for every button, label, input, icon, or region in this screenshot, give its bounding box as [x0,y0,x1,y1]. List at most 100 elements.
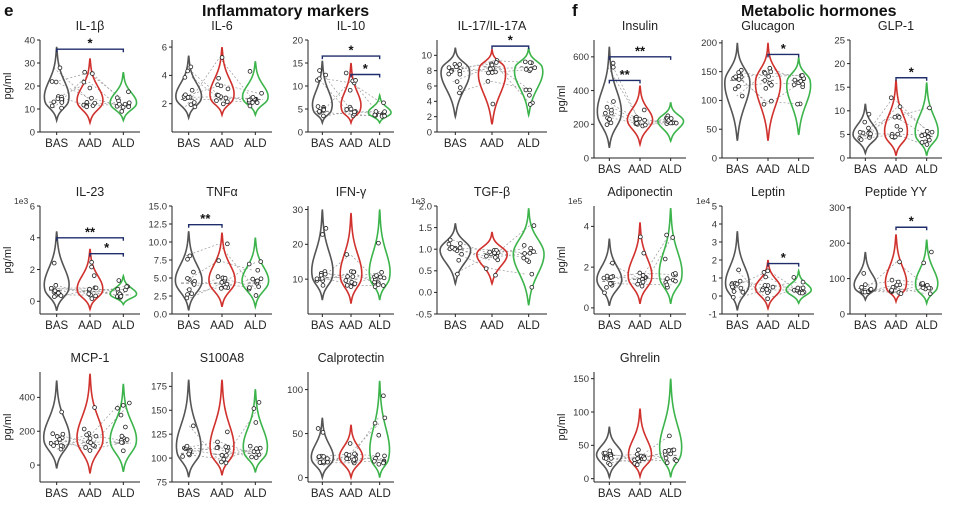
data-point [345,274,350,279]
data-point [51,260,57,266]
data-point [457,90,462,96]
x-tick-label-aad: AAD [884,320,908,332]
panel-title-adiponectin: Adiponectin [607,185,672,199]
violin-bas [310,417,335,481]
data-point [59,100,65,105]
data-point [315,104,321,109]
data-point [601,275,607,281]
violin-bas [595,426,623,480]
data-point [523,67,529,72]
violin-aad [626,85,654,148]
significance-bracket [55,237,125,241]
violin-bas [724,231,750,311]
data-point [603,456,609,461]
paired-line [56,284,124,295]
data-point [224,453,229,458]
data-point [376,432,382,438]
y-tick-label: 10 [24,104,35,115]
violin-ald [658,207,683,304]
x-tick-label-ald: ALD [659,164,681,176]
data-point [858,137,864,142]
violin-bas [439,223,472,287]
data-point [868,286,874,292]
data-point [189,291,194,296]
data-point [216,258,222,263]
data-point [791,275,797,280]
panel-glp-1: GLP-1 0 5 10 15 20 25 BAS AAD ALD * [834,19,942,176]
y-tick-label: 2 [712,255,717,266]
y-tick-label: 150 [573,374,589,385]
data-point [250,276,256,282]
panel-title-ghrelin: Ghrelin [620,351,660,365]
data-point [353,78,358,83]
data-point [889,134,895,139]
y-tick-label: 10 [834,106,845,117]
y-tick-label: 6 [427,81,432,92]
violin-ald [513,47,544,119]
data-point [247,285,252,290]
violin-ald [368,209,391,301]
data-point [315,426,321,431]
panel-letter-f: f [572,1,578,20]
paired-line [323,74,382,113]
axis-multiplier-tgf: 1e3 [411,196,425,206]
y-tick-label: 0 [30,297,35,308]
paired-line [324,276,377,285]
data-point [668,116,674,121]
y-tick-label: 1.0 [419,245,432,256]
data-point [220,101,226,107]
y-tick-label: 0.0 [419,288,432,299]
data-point [352,451,357,457]
data-point [862,119,868,125]
panel-s100a8: S100A8 75 100 125 150 175 BAS AAD ALD [151,351,272,500]
violin-bas [440,47,471,120]
x-tick-label-bas: BAS [598,320,621,332]
axis-multiplier-il-23: 1e3 [14,196,28,206]
data-point [372,420,378,426]
data-point [321,113,326,119]
data-point [455,271,460,277]
x-tick-label-bas: BAS [311,320,334,332]
data-point [225,86,231,92]
y-tick-label: 0 [298,473,303,484]
y-tick-label: 1 [712,273,717,284]
data-point [446,71,452,77]
y-tick-label: 50 [578,441,589,452]
data-point [180,454,185,459]
panel-ifn: IFN-γ 10 20 30 BAS AAD ALD [292,185,394,332]
data-point [527,87,532,93]
violin-bas [43,46,70,124]
axis-multiplier-leptin: 1e4 [696,196,710,206]
y-tick-label: 2 [427,112,432,123]
data-point [124,284,129,289]
data-point [457,62,462,67]
data-point [320,430,326,435]
violin-ald [658,378,683,478]
data-point [375,452,381,458]
panel-title-s100a8: S100A8 [200,351,245,365]
data-point [347,441,353,446]
x-tick-label-ald: ALD [787,164,809,176]
data-point [604,104,610,110]
data-point [490,101,496,107]
data-point [610,260,615,266]
data-point [673,278,678,284]
data-point [527,102,533,107]
data-point [351,457,357,462]
data-point [259,91,264,96]
significance-bracket [895,77,928,81]
data-point [187,253,193,259]
paired-line [322,422,380,457]
data-point [640,279,646,285]
data-point [182,75,188,80]
x-tick-label-aad: AAD [78,138,102,150]
y-tick-label: 200 [701,38,717,49]
data-point [59,409,64,415]
y-tick-label: 1.5 [419,223,432,234]
data-point [522,59,528,65]
paired-line [320,254,382,285]
data-point [247,69,253,74]
data-point [664,232,669,238]
data-point [246,97,252,103]
significance-label: ** [85,224,96,239]
